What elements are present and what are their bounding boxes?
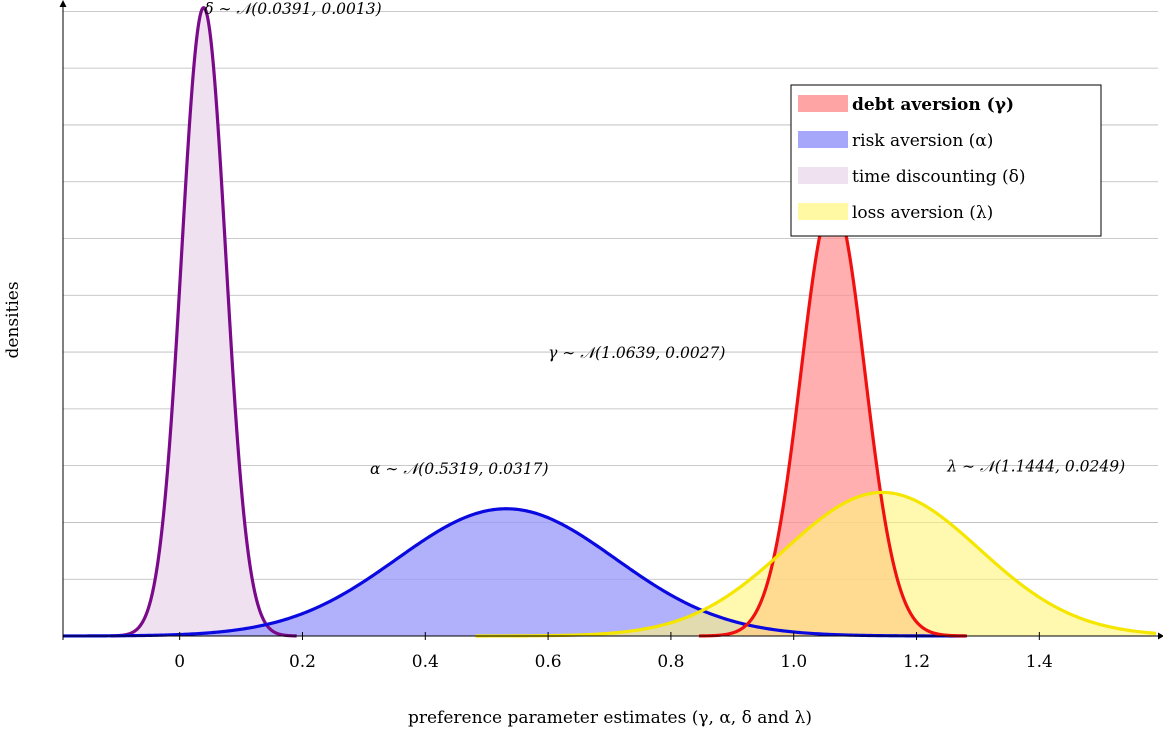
legend-label-gamma: debt aversion (γ) [852,95,1014,115]
legend-swatch-delta [798,167,848,184]
legend-label-alpha: risk aversion (α) [852,131,993,151]
density-fill-lambda [475,492,1156,636]
legend-swatch-gamma [798,95,848,112]
density-fill-gamma [698,200,967,636]
annotation-delta: δ ∼ 𝒩(0.0391, 0.0013) [204,0,381,18]
x-tick-label: 0 [174,652,185,672]
y-axis-arrow [59,0,67,7]
x-tick-label: 1.2 [903,652,930,672]
x-ticks: 0 0.2 0.4 0.6 0.8 1.0 1.2 1.4 [62,632,1053,672]
density-curve-alpha [62,507,966,638]
axes [59,0,1163,640]
density-curve-lambda [475,490,1157,638]
x-tick-label: 1.0 [780,652,807,672]
x-axis-arrow [1158,632,1163,640]
annotation-gamma: γ ∼ 𝒩(1.0639, 0.0027) [548,344,725,362]
x-tick-label: 0.8 [657,652,684,672]
x-axis-label: preference parameter estimates (γ, α, δ … [408,708,812,728]
legend-swatch-lambda [798,203,848,220]
x-tick-label: 0.6 [535,652,562,672]
density-fill-alpha [63,508,966,636]
density-fill-delta [110,7,297,637]
annotation-lambda: λ ∼ 𝒩(1.1444, 0.0249) [946,457,1125,475]
legend: debt aversion (γ) risk aversion (α) time d… [790,84,1102,237]
x-tick-label: 1.4 [1026,652,1053,672]
annotations: δ ∼ 𝒩(0.0391, 0.0013) α ∼ 𝒩(0.5319, 0.031… [204,0,1125,478]
y-axis-label: densities [3,281,23,358]
legend-label-delta: time discounting (δ) [852,167,1026,187]
density-fills [63,7,1156,637]
density-curves [62,6,1157,638]
annotation-alpha: α ∼ 𝒩(0.5319, 0.0317) [370,460,549,478]
legend-swatch-alpha [798,131,848,148]
x-tick-label: 0.4 [412,652,439,672]
x-tick-label: 0.2 [289,652,316,672]
legend-label-lambda: loss aversion (λ) [852,203,993,223]
